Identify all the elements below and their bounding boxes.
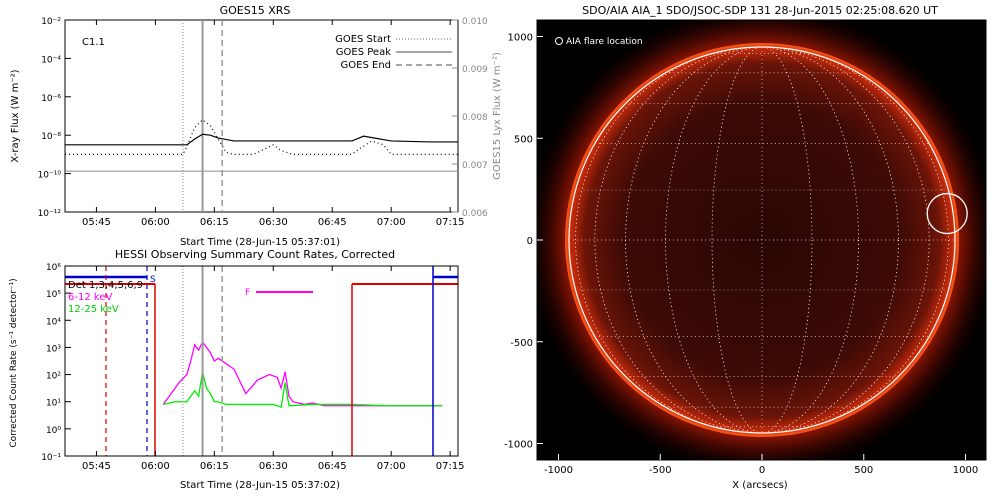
hessi-x-axis: 05:45 06:00 06:15 06:30 06:45 07:00 07:15	[82, 266, 465, 472]
aia-legend-label: AIA flare location	[566, 37, 643, 47]
goes-markers	[182, 20, 223, 212]
aia-x-axis-label: X (arcsecs)	[732, 480, 788, 491]
goes-x-tick-label: 07:15	[436, 217, 465, 228]
hessi-x-axis-label: Start Time (28-Jun-15 05:37:02)	[180, 480, 340, 491]
aia-legend-circle-icon	[555, 37, 563, 45]
goes-x-axis-label: Start Time (28-Jun-15 05:37:01)	[180, 237, 340, 248]
hessi-y-axis-label: Corrected Count Rate (s⁻¹ detector⁻¹)	[9, 278, 19, 447]
hessi-legend: Det 1,3,4,5,6,9 6-12 keV 12-25 keV	[68, 280, 143, 315]
legend-goes-start-label: GOES Start	[335, 34, 391, 45]
aia-grid-longitude	[711, 48, 813, 432]
goes-legend: GOES Start GOES Peak GOES End	[335, 34, 452, 71]
hessi-y-tick-label: 10¹	[46, 399, 61, 409]
aia-y-tick-label: 500	[514, 134, 533, 145]
hessi-series	[162, 340, 443, 409]
hessi-legend-12-25kev: 12-25 keV	[68, 304, 119, 315]
hessi-y-tick-label: 10⁴	[46, 317, 61, 327]
aia-x-tick-label: 0	[759, 465, 765, 476]
goes-chart: GOES15 XRS 05:45 06:00 06:15 06:30 06:45 07:0…	[10, 4, 503, 248]
goes-chart-title: GOES15 XRS	[220, 4, 291, 17]
hessi-x-tick-label: 07:00	[377, 461, 406, 472]
goes-y-tick-label: 10⁻⁶	[41, 94, 61, 104]
aia-heliographic-grid	[570, 48, 954, 432]
aia-y-tick-label: -1000	[504, 440, 533, 451]
goes-y-tick-label: 10⁻⁴	[41, 55, 61, 65]
goes-y-tick-label: 10⁻²	[41, 17, 61, 27]
aia-grid-longitude	[594, 48, 930, 432]
goes-y2-axis: 0.010 0.009 0.008 0.007 0.006	[452, 17, 488, 219]
goes-y2-tick-label: 0.009	[462, 65, 488, 75]
goes-class-annotation: C1.1	[82, 37, 105, 48]
aia-y-tick-label: 0	[527, 236, 533, 247]
hessi-x-tick-label: 06:15	[200, 461, 229, 472]
hessi-y-tick-label: 10⁻¹	[41, 453, 61, 463]
aia-x-axis: -1000 -500 0 500 1000	[544, 454, 978, 476]
aia-limb-outline	[568, 46, 956, 434]
goes-y-tick-label: 10⁻¹²	[38, 209, 62, 219]
hessi-x-tick-label: 06:45	[318, 461, 347, 472]
hessi-legend-6-12kev: 6-12 keV	[68, 292, 112, 303]
aia-image-panel: SDO/AIA AIA_1 SDO/JSOC-SDP 131 28-Jun-20…	[504, 4, 987, 491]
goes-series	[65, 119, 458, 172]
aia-grid-longitude	[665, 48, 859, 432]
hessi-chart-title: HESSI Observing Summary Count Rates, Cor…	[115, 248, 395, 261]
goes-x-tick-label: 07:00	[377, 217, 406, 228]
goes-x-tick-label: 06:30	[259, 217, 288, 228]
legend-goes-peak-label: GOES Peak	[336, 47, 391, 58]
hessi-x-tick-label: 06:00	[141, 461, 170, 472]
hessi-series-12-25-keV	[163, 371, 443, 409]
hessi-y-axis: 10⁻¹ 10⁰ 10¹ 10² 10³ 10⁴ 10⁵ 10⁶	[41, 263, 71, 463]
goes-y2-tick-label: 0.008	[462, 113, 488, 123]
aia-x-tick-label: 1000	[953, 465, 978, 476]
hessi-y-tick-label: 10⁵	[46, 290, 61, 300]
hessi-flag-s: S	[150, 275, 156, 285]
hessi-x-tick-label: 07:15	[436, 461, 465, 472]
hessi-y-tick-label: 10⁶	[46, 263, 61, 273]
hessi-y-tick-label: 10⁰	[46, 426, 61, 436]
goes-x-tick-label: 06:15	[200, 217, 229, 228]
goes-y-axis: 10⁻¹² 10⁻¹⁰ 10⁻⁸ 10⁻⁶ 10⁻⁴ 10⁻²	[38, 17, 71, 219]
hessi-plot-frame	[64, 265, 459, 457]
hessi-x-tick-label: 05:45	[82, 461, 111, 472]
hessi-series-6-12-keV	[162, 340, 443, 407]
hessi-flag-overlays: S F	[65, 266, 458, 456]
hessi-chart: HESSI Observing Summary Count Rates, Cor…	[9, 248, 465, 491]
goes-long-channel-line	[65, 133, 458, 146]
hessi-markers	[182, 266, 223, 456]
aia-x-tick-label: 500	[854, 465, 873, 476]
goes-y2-tick-label: 0.006	[462, 209, 488, 219]
hessi-y-tick-label: 10²	[46, 372, 61, 382]
aia-y-axis: 1000 500 0 -500 -1000	[504, 33, 543, 451]
aia-grid-longitude	[625, 48, 899, 432]
goes-x-tick-label: 06:00	[141, 217, 170, 228]
goes-y2-axis-label: GOES15 Lyx Flux (W m⁻²)	[492, 52, 503, 180]
aia-legend: AIA flare location	[555, 37, 643, 47]
goes-y-tick-label: 10⁻¹⁰	[38, 171, 62, 181]
hessi-y-tick-label: 10³	[46, 344, 61, 354]
goes-x-axis: 05:45 06:00 06:15 06:30 06:45 07:00 07:15	[82, 20, 465, 228]
aia-image-title: SDO/AIA AIA_1 SDO/JSOC-SDP 131 28-Jun-20…	[582, 4, 938, 17]
aia-grid-longitude	[575, 48, 949, 432]
hessi-legend-detectors: Det 1,3,4,5,6,9	[68, 280, 143, 291]
hessi-flag-f: F	[245, 288, 250, 298]
goes-y2-tick-label: 0.010	[462, 17, 488, 27]
aia-x-tick-label: -1000	[544, 465, 573, 476]
goes-y-axis-label: X-ray Flux (W m⁻²)	[10, 69, 21, 162]
aia-x-tick-label: -500	[649, 465, 672, 476]
aia-y-tick-label: -500	[510, 338, 533, 349]
legend-goes-end-label: GOES End	[341, 60, 391, 71]
goes-y-tick-label: 10⁻⁸	[41, 132, 61, 142]
aia-y-tick-label: 1000	[508, 33, 533, 44]
goes-y2-tick-label: 0.007	[462, 161, 488, 171]
goes-short-channel-line	[65, 119, 458, 155]
goes-plot-frame	[64, 19, 459, 213]
hessi-x-tick-label: 06:30	[259, 461, 288, 472]
goes-x-tick-label: 06:45	[318, 217, 347, 228]
goes-x-tick-label: 05:45	[82, 217, 111, 228]
aia-flare-location-marker	[926, 192, 968, 235]
